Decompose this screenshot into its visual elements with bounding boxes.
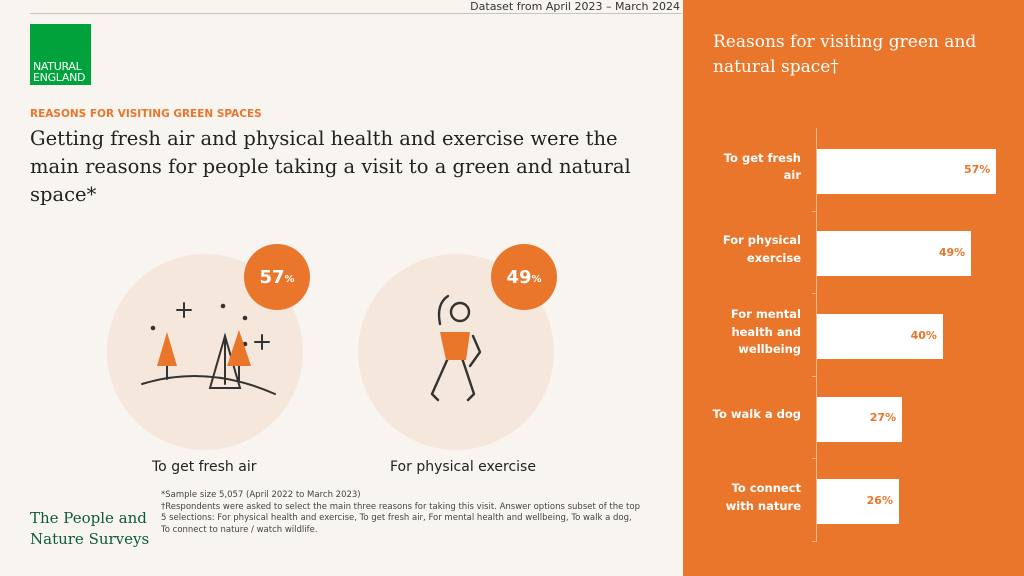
bar-for-mental-health-and-wellbeing: [817, 314, 943, 359]
chart-axis: [816, 128, 817, 542]
forest-icon: [141, 302, 276, 395]
category-label-for-mental-health-and-wellbeing: For mental health and wellbeing: [730, 307, 801, 357]
axis-tick: [812, 541, 817, 542]
logo-line-1: NATURAL: [33, 60, 82, 73]
brand-line-1: The People and: [30, 509, 147, 527]
category-label-for-physical-exercise: For physical exercise: [722, 233, 801, 265]
bar-value-for-physical-exercise: 49%: [938, 245, 966, 259]
axis-tick: [812, 293, 817, 295]
fresh-air-percent-unit: %: [284, 274, 295, 285]
exercise-caption: For physical exercise: [390, 459, 536, 475]
brand-line-2: Nature Surveys: [30, 530, 150, 548]
axis-tick: [812, 375, 817, 377]
fresh-air-percent-badge: 57%: [244, 244, 310, 310]
header-divider: [30, 13, 682, 14]
bar-value-to-get-fresh-air: 57%: [964, 163, 991, 177]
bar-to-get-fresh-air: [817, 148, 996, 194]
section-kicker: REASONS FOR VISITING GREEN SPACES: [30, 108, 262, 120]
fresh-air-caption: To get fresh air: [152, 459, 257, 475]
logo-line-2: ENGLAND: [33, 71, 86, 84]
chart-title: Reasons for visiting green and natural s…: [713, 32, 977, 77]
footnote-method: †Respondents were asked to select the ma…: [161, 501, 640, 535]
natural-england-logo: NATURAL ENGLAND: [30, 24, 91, 85]
bar-value-to-connect-with-nature: 26%: [866, 493, 893, 507]
category-label-to-walk-a-dog: To walk a dog: [712, 407, 801, 422]
page-headline: Getting fresh air and physical health an…: [30, 127, 631, 206]
footnote-sample-size: *Sample size 5,057 (April 2022 to March …: [161, 490, 361, 500]
exercise-percent: 49: [506, 266, 532, 288]
category-label-to-get-fresh-air: To get fresh air: [723, 150, 801, 183]
axis-tick: [812, 210, 817, 212]
fresh-air-percent: 57: [259, 266, 285, 288]
footnote: *Sample size 5,057 (April 2022 to March …: [161, 490, 641, 536]
survey-brand: The People and Nature Surveys: [30, 508, 149, 550]
stretching-person-icon: [430, 294, 482, 402]
bar-to-walk-a-dog: [817, 396, 902, 442]
exercise-percent-unit: %: [531, 274, 542, 285]
axis-tick: [812, 458, 817, 460]
bar-for-physical-exercise: [817, 231, 971, 277]
bar-value-for-mental-health-and-wellbeing: 40%: [910, 328, 937, 342]
category-label-to-connect-with-nature: To connect with nature: [725, 481, 801, 513]
bar-to-connect-with-nature: [817, 479, 899, 525]
exercise-percent-badge: 49%: [491, 244, 557, 310]
dataset-period: Dataset from April 2023 – March 2024: [470, 0, 680, 13]
bar-value-to-walk-a-dog: 27%: [869, 411, 897, 425]
